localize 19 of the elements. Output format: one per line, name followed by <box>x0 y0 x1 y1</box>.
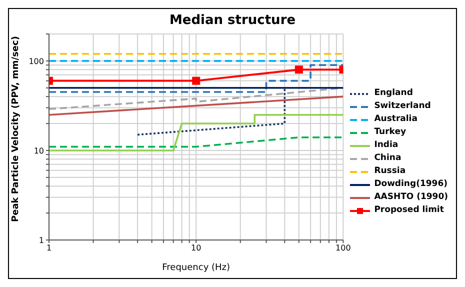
legend-label: Australia <box>374 113 418 126</box>
x-tick-label: 10 <box>191 244 202 253</box>
y-tick-label: 100 <box>28 56 44 66</box>
x-axis-title: Frequency (Hz) <box>162 263 230 273</box>
legend-label: Dowding(1996) <box>374 178 448 191</box>
legend-label: AASHTO (1990) <box>374 191 448 204</box>
y-axis-title: Peak Particle Velocity (PPV, mm/sec) <box>11 36 22 222</box>
y-tick-label: 1 <box>38 236 44 245</box>
legend-label: Proposed limit <box>374 204 444 217</box>
y-tick-label: 10 <box>34 146 44 156</box>
x-tick-label: 100 <box>336 244 351 253</box>
legend-label: Switzerland <box>374 100 431 113</box>
legend-label: England <box>374 87 413 100</box>
legend-label: China <box>374 152 402 165</box>
chart-title: Median structure <box>168 12 297 28</box>
legend-label: India <box>374 139 398 152</box>
x-tick-label: 1 <box>46 244 52 253</box>
legend-label: Russia <box>374 165 406 178</box>
legend-label: Turkey <box>374 126 406 139</box>
